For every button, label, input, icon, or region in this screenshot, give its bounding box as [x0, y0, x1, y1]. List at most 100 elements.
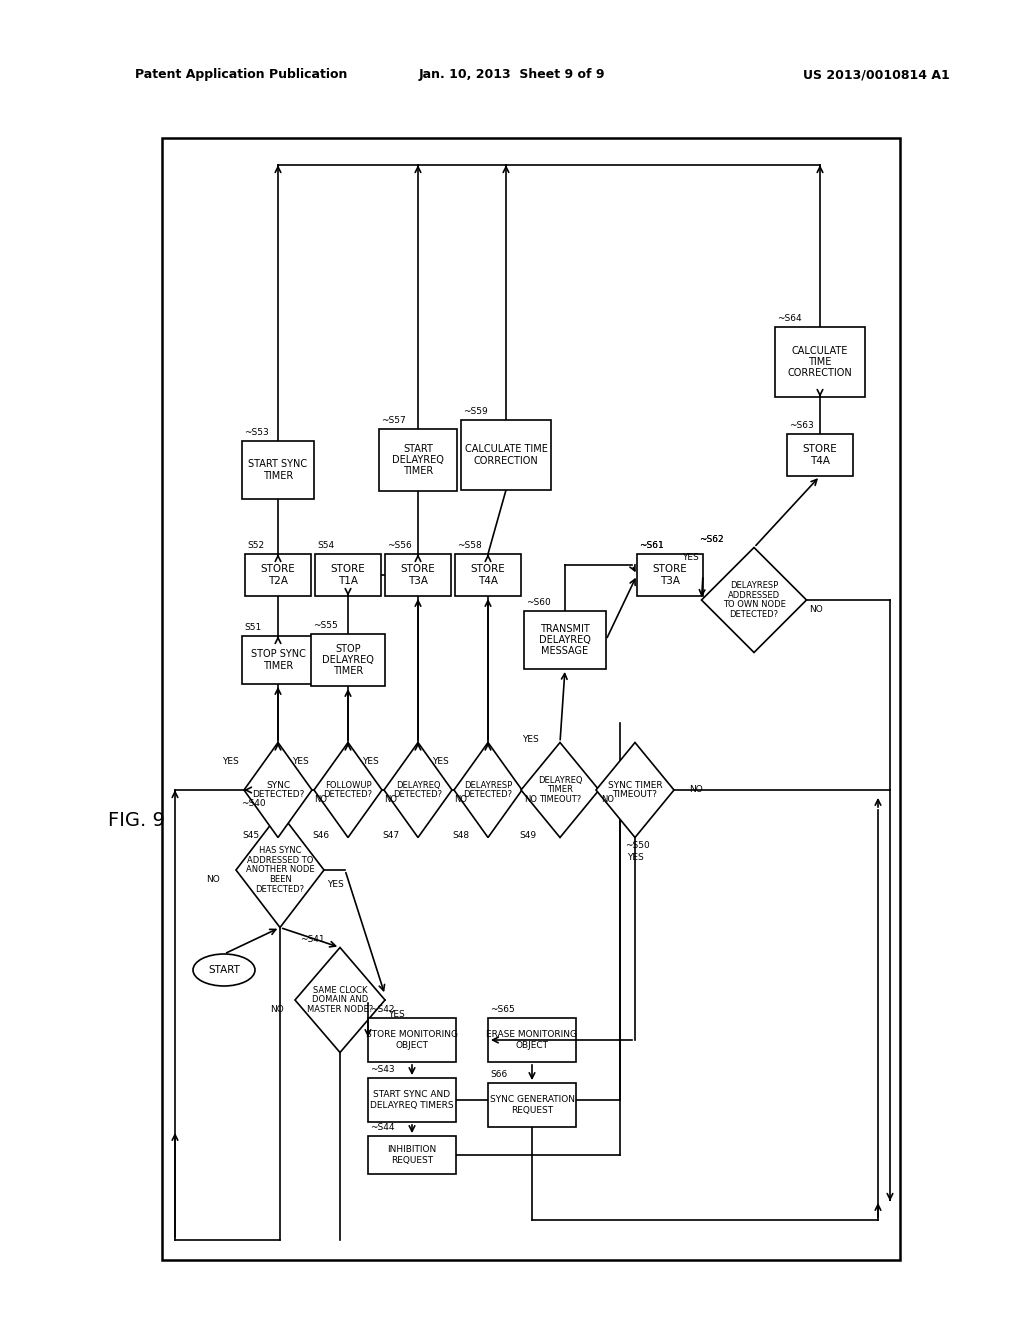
Text: STORE
T4A: STORE T4A: [471, 565, 506, 586]
Text: ~S59: ~S59: [463, 407, 487, 416]
Text: NO: NO: [454, 795, 467, 804]
Text: NO: NO: [206, 875, 220, 884]
Text: YES: YES: [627, 853, 643, 862]
Text: ~S64: ~S64: [777, 314, 802, 323]
Text: YES: YES: [682, 553, 699, 561]
Text: US 2013/0010814 A1: US 2013/0010814 A1: [803, 69, 950, 81]
Text: STORE
T3A: STORE T3A: [652, 565, 687, 586]
Text: HAS SYNC
ADDRESSED TO
ANOTHER NODE
BEEN
DETECTED?: HAS SYNC ADDRESSED TO ANOTHER NODE BEEN …: [246, 846, 314, 894]
Text: NO: NO: [314, 795, 327, 804]
Text: S45: S45: [242, 830, 259, 840]
Text: ~S61: ~S61: [639, 541, 664, 550]
Text: STORE
T2A: STORE T2A: [261, 565, 295, 586]
Text: START SYNC
TIMER: START SYNC TIMER: [249, 459, 307, 480]
FancyBboxPatch shape: [315, 554, 381, 597]
Polygon shape: [521, 742, 599, 837]
Text: FOLLOWUP
DETECTED?: FOLLOWUP DETECTED?: [324, 780, 373, 800]
Text: CALCULATE
TIME
CORRECTION: CALCULATE TIME CORRECTION: [787, 346, 852, 379]
Text: YES: YES: [222, 758, 239, 767]
Text: SYNC GENERATION
REQUEST: SYNC GENERATION REQUEST: [489, 1096, 574, 1114]
Text: S46: S46: [312, 830, 329, 840]
Text: STORE
T4A: STORE T4A: [803, 445, 838, 466]
Text: ERASE MONITORING
OBJECT: ERASE MONITORING OBJECT: [486, 1031, 578, 1049]
Polygon shape: [236, 813, 324, 928]
Text: STORE
T3A: STORE T3A: [400, 565, 435, 586]
Text: YES: YES: [327, 880, 344, 888]
Text: YES: YES: [362, 758, 379, 767]
Text: FIG. 9: FIG. 9: [108, 810, 165, 829]
FancyBboxPatch shape: [385, 554, 451, 597]
Text: ~S56: ~S56: [387, 541, 412, 550]
FancyBboxPatch shape: [242, 636, 314, 684]
Text: ~S55: ~S55: [313, 620, 338, 630]
Text: ~S62: ~S62: [699, 535, 724, 544]
Text: YES: YES: [432, 758, 449, 767]
Text: ~S60: ~S60: [526, 598, 551, 607]
Text: CALCULATE TIME
CORRECTION: CALCULATE TIME CORRECTION: [465, 445, 548, 466]
Text: START
DELAYREQ
TIMER: START DELAYREQ TIMER: [392, 444, 444, 477]
Polygon shape: [454, 742, 522, 837]
Text: TRANSMIT
DELAYREQ
MESSAGE: TRANSMIT DELAYREQ MESSAGE: [539, 624, 591, 656]
Text: SYNC
DETECTED?: SYNC DETECTED?: [252, 780, 304, 800]
FancyBboxPatch shape: [787, 434, 853, 477]
Text: YES: YES: [292, 758, 309, 767]
Text: Jan. 10, 2013  Sheet 9 of 9: Jan. 10, 2013 Sheet 9 of 9: [419, 69, 605, 81]
Text: ~S58: ~S58: [457, 541, 481, 550]
Text: DELAYRESP
ADDRESSED
TO OWN NODE
DETECTED?: DELAYRESP ADDRESSED TO OWN NODE DETECTED…: [723, 581, 785, 619]
Text: ~S62: ~S62: [699, 535, 724, 544]
Text: ~S42: ~S42: [370, 1005, 394, 1014]
Text: STOP
DELAYREQ
TIMER: STOP DELAYREQ TIMER: [323, 644, 374, 676]
Text: DELAYREQ
TIMER
TIMEOUT?: DELAYREQ TIMER TIMEOUT?: [538, 776, 583, 804]
Text: S48: S48: [452, 830, 469, 840]
Polygon shape: [244, 742, 312, 837]
Text: ~S41: ~S41: [300, 935, 325, 944]
FancyBboxPatch shape: [368, 1078, 456, 1122]
Text: NO: NO: [384, 795, 397, 804]
Ellipse shape: [193, 954, 255, 986]
FancyBboxPatch shape: [461, 420, 551, 490]
Text: STOP SYNC
TIMER: STOP SYNC TIMER: [251, 649, 305, 671]
Text: S66: S66: [490, 1071, 507, 1078]
Text: ~S57: ~S57: [381, 416, 406, 425]
FancyBboxPatch shape: [379, 429, 457, 491]
FancyBboxPatch shape: [368, 1018, 456, 1063]
Text: ~S65: ~S65: [490, 1005, 515, 1014]
Polygon shape: [596, 742, 674, 837]
Text: YES: YES: [521, 734, 539, 743]
Polygon shape: [701, 548, 807, 652]
Text: NO: NO: [524, 795, 537, 804]
Text: NO: NO: [601, 795, 614, 804]
Text: ~S40: ~S40: [241, 800, 265, 808]
Text: ~S43: ~S43: [370, 1065, 394, 1074]
Text: NO: NO: [689, 785, 702, 795]
Text: SAME CLOCK
DOMAIN AND
MASTER NODE?: SAME CLOCK DOMAIN AND MASTER NODE?: [307, 986, 373, 1014]
Text: S49: S49: [519, 830, 537, 840]
Text: START SYNC AND
DELAYREQ TIMERS: START SYNC AND DELAYREQ TIMERS: [371, 1090, 454, 1110]
Text: DELAYREQ
DETECTED?: DELAYREQ DETECTED?: [393, 780, 442, 800]
Text: ~S61: ~S61: [639, 541, 664, 550]
Text: ~S63: ~S63: [790, 421, 814, 430]
Text: STORE
T1A: STORE T1A: [331, 565, 366, 586]
Text: ~S50: ~S50: [625, 841, 650, 850]
Text: STORE MONITORING
OBJECT: STORE MONITORING OBJECT: [366, 1031, 458, 1049]
Text: Patent Application Publication: Patent Application Publication: [135, 69, 347, 81]
Text: ~S44: ~S44: [370, 1123, 394, 1133]
Text: SYNC TIMER
TIMEOUT?: SYNC TIMER TIMEOUT?: [607, 780, 663, 800]
FancyBboxPatch shape: [637, 554, 703, 597]
FancyBboxPatch shape: [242, 441, 314, 499]
FancyBboxPatch shape: [311, 634, 385, 686]
FancyBboxPatch shape: [162, 139, 900, 1261]
Text: S51: S51: [244, 623, 261, 632]
Text: INHIBITION
REQUEST: INHIBITION REQUEST: [387, 1146, 436, 1164]
Polygon shape: [295, 948, 385, 1052]
FancyBboxPatch shape: [488, 1082, 575, 1127]
Text: DELAYRESP
DETECTED?: DELAYRESP DETECTED?: [464, 780, 513, 800]
Polygon shape: [314, 742, 382, 837]
Text: S47: S47: [382, 830, 399, 840]
Polygon shape: [384, 742, 452, 837]
FancyBboxPatch shape: [775, 327, 865, 397]
FancyBboxPatch shape: [245, 554, 311, 597]
FancyBboxPatch shape: [524, 611, 606, 669]
Text: S52: S52: [247, 541, 264, 550]
Text: START: START: [208, 965, 240, 975]
